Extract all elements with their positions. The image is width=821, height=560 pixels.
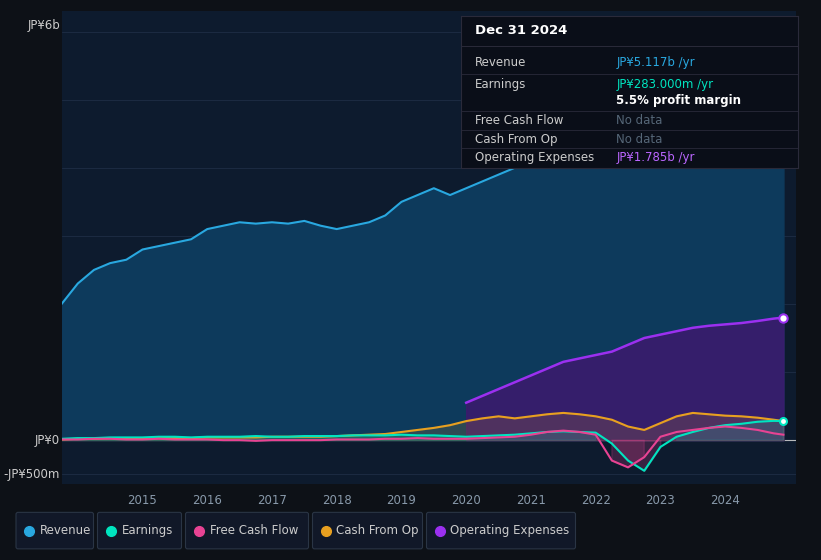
Text: Cash From Op: Cash From Op [337,524,419,537]
Text: Free Cash Flow: Free Cash Flow [475,114,563,127]
FancyBboxPatch shape [16,512,94,549]
Text: JP¥283.000m /yr: JP¥283.000m /yr [617,78,713,91]
Text: Revenue: Revenue [475,57,526,69]
Text: JP¥6b: JP¥6b [27,18,60,31]
Text: Free Cash Flow: Free Cash Flow [209,524,298,537]
Text: Operating Expenses: Operating Expenses [475,151,594,164]
Text: Dec 31 2024: Dec 31 2024 [475,25,567,38]
Text: -JP¥500m: -JP¥500m [4,468,60,480]
Text: 5.5% profit margin: 5.5% profit margin [617,95,741,108]
Text: Revenue: Revenue [40,524,91,537]
Text: Earnings: Earnings [122,524,173,537]
Text: No data: No data [617,133,663,146]
Text: JP¥5.117b /yr: JP¥5.117b /yr [617,57,695,69]
Text: No data: No data [617,114,663,127]
FancyBboxPatch shape [313,512,423,549]
Text: Operating Expenses: Operating Expenses [451,524,570,537]
Text: Earnings: Earnings [475,78,526,91]
Text: JP¥0: JP¥0 [35,433,60,447]
FancyBboxPatch shape [426,512,576,549]
Text: JP¥1.785b /yr: JP¥1.785b /yr [617,151,695,164]
Text: Cash From Op: Cash From Op [475,133,557,146]
FancyBboxPatch shape [98,512,181,549]
FancyBboxPatch shape [186,512,309,549]
